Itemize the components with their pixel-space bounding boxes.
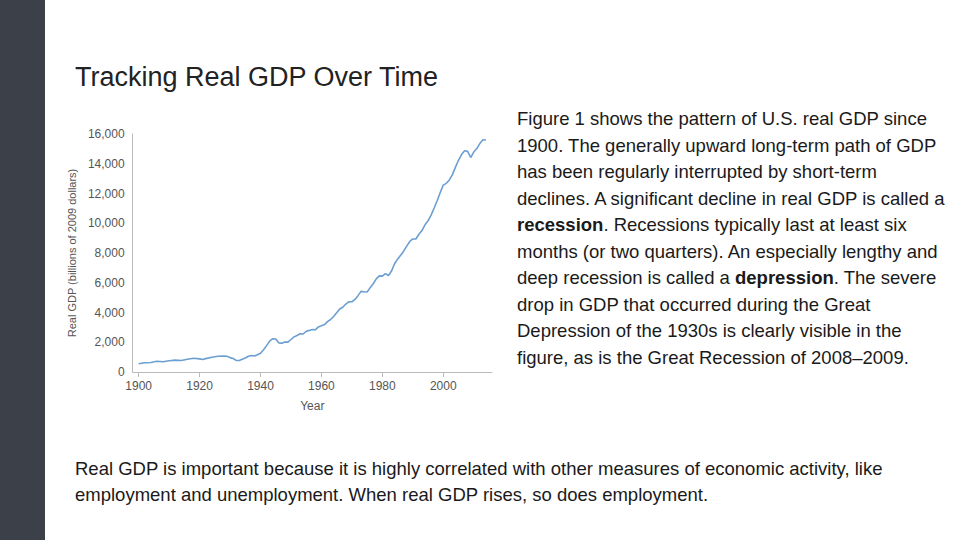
svg-text:16,000: 16,000 <box>88 127 125 141</box>
svg-text:2,000: 2,000 <box>95 335 125 349</box>
html-text:recession. Recessions typicall: recession. Recessions typically last at … <box>517 214 938 368</box>
html-text:Real GDP is important because: Real GDP is important because it is high… <box>75 458 883 505</box>
svg-text:Year: Year <box>300 399 324 413</box>
svg-text:0: 0 <box>118 365 125 379</box>
html-text:Figure 1 shows the pattern of: Figure 1 shows the pattern of U.S. real … <box>517 108 945 209</box>
svg-text:1900: 1900 <box>125 379 152 393</box>
svg-text:12,000: 12,000 <box>88 187 125 201</box>
svg-text:1960: 1960 <box>308 379 335 393</box>
html-text:Tracking Real GDP Over Time: Tracking Real GDP Over Time <box>75 62 439 92</box>
svg-text:4,000: 4,000 <box>95 306 125 320</box>
svg-text:10,000: 10,000 <box>88 216 125 230</box>
svg-text:8,000: 8,000 <box>95 246 125 260</box>
svg-text:14,000: 14,000 <box>88 157 125 171</box>
svg-text:2000: 2000 <box>430 379 457 393</box>
svg-text:1920: 1920 <box>186 379 213 393</box>
svg-text:1940: 1940 <box>247 379 274 393</box>
svg-text:Real GDP (billions of 2009 dol: Real GDP (billions of 2009 dollars) <box>66 169 78 338</box>
svg-text:1980: 1980 <box>369 379 396 393</box>
svg-text:6,000: 6,000 <box>95 276 125 290</box>
